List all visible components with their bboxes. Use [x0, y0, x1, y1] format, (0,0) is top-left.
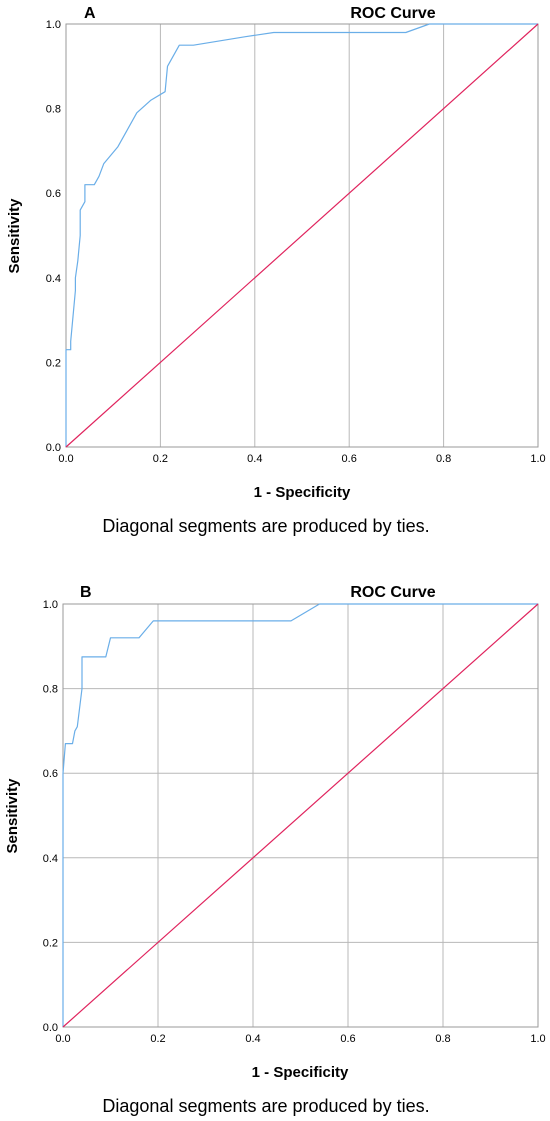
y-tick-label-a-5: 1.0: [46, 19, 61, 31]
x-tick-label-b-0: 0.0: [55, 1033, 70, 1045]
plot-frame-a: [65, 23, 539, 448]
x-tick-label-a-3: 0.6: [342, 453, 357, 465]
y-tick-label-a-1: 0.2: [46, 357, 61, 369]
series-layer-a: [65, 23, 539, 448]
x-tick-label-b-2: 0.4: [245, 1033, 260, 1045]
y-tick-label-b-1: 0.2: [43, 937, 58, 949]
y-tick-label-b-4: 0.8: [43, 684, 58, 696]
x-tick-label-a-2: 0.4: [247, 453, 262, 465]
y-tick-label-a-4: 0.8: [46, 104, 61, 116]
x-tick-label-b-5: 1.0: [530, 1033, 545, 1045]
chart-title-a: ROC Curve: [350, 5, 435, 22]
reference-diagonal-line-b: [62, 603, 539, 1028]
chart-title-b: ROC Curve: [350, 584, 435, 601]
x-axis-label-a: 1 - Specificity: [254, 484, 351, 501]
tick-labels-b: 0.0 0.2 0.4 0.6 0.8 1.0 0.0 0.2 0.4 0.6 0.8 1.0: [43, 599, 546, 1045]
reference-diagonal-line-a: [65, 23, 539, 448]
panel-label-a: A: [84, 5, 96, 22]
y-axis-label-b: Sensitivity: [4, 778, 21, 854]
x-tick-label-b-1: 0.2: [150, 1033, 165, 1045]
series-layer-b: [62, 603, 539, 1028]
footnote-b: Diagonal segments are produced by ties.: [102, 1096, 429, 1116]
y-tick-label-b-2: 0.4: [43, 853, 58, 865]
roc-chart-a: A ROC Curve 0.0 0.2 0.4 0.6 0.8 1.00.00.20.40…: [6, 5, 546, 536]
y-tick-label-a-3: 0.6: [46, 188, 61, 200]
x-tick-label-a-4: 0.8: [436, 453, 451, 465]
grid-lines-a: [159, 24, 445, 447]
tick-labels-a: 0.0 0.2 0.4 0.6 0.8 1.0 0.0 0.2 0.4 0.6 0.8 1.0: [46, 19, 546, 465]
y-tick-label-a-0: 0.0: [46, 442, 61, 454]
x-axis-label-b: 1 - Specificity: [252, 1064, 349, 1081]
y-tick-label-a-2: 0.4: [46, 273, 61, 285]
roc-curve-line-b: [62, 603, 538, 1027]
panel-label-b: B: [80, 584, 92, 601]
y-axis-label-a: Sensitivity: [6, 198, 23, 274]
x-tick-label-b-4: 0.8: [435, 1033, 450, 1045]
x-tick-label-a-0: 0.0: [58, 453, 73, 465]
roc-curve-line-a: [65, 23, 538, 447]
footnote-a: Diagonal segments are produced by ties.: [102, 516, 429, 536]
y-tick-label-b-5: 1.0: [43, 599, 58, 611]
x-tick-label-b-3: 0.6: [340, 1033, 355, 1045]
x-tick-label-a-5: 1.0: [530, 453, 545, 465]
y-tick-label-b-0: 0.0: [43, 1022, 58, 1034]
y-tick-label-b-3: 0.6: [43, 768, 58, 780]
grid-lines-b: [63, 604, 538, 1027]
roc-chart-b: B ROC Curve 0.0 0.2 0.4 0.6 0.8 1.00.00.20.40…: [4, 584, 546, 1116]
x-tick-label-a-1: 0.2: [153, 453, 168, 465]
